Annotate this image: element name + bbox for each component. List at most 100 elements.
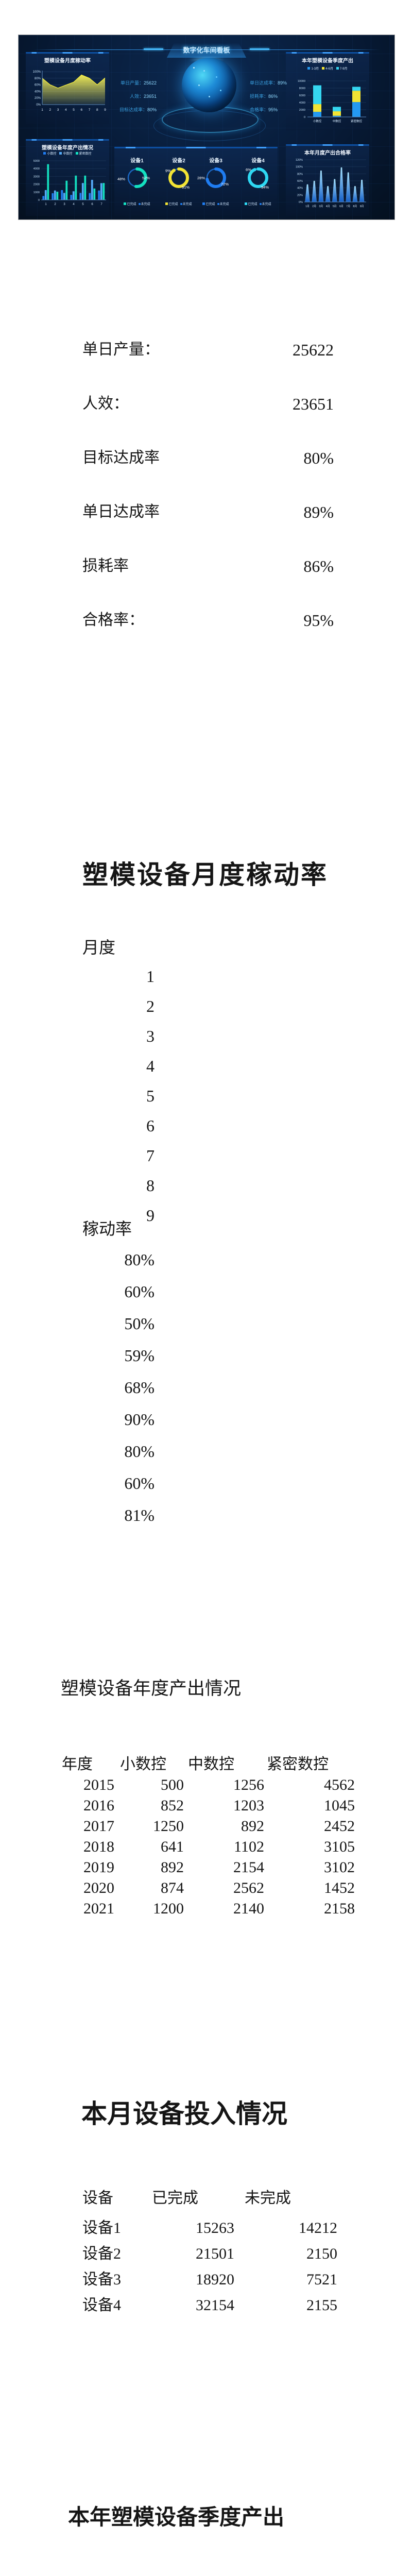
donut-pct-done: 91%	[182, 185, 190, 190]
donut-pct-done: 94%	[261, 185, 269, 190]
month-cell: 2	[146, 997, 154, 1015]
svg-text:0%: 0%	[36, 104, 41, 107]
stacked-bar-chart: 0 2000 4000 6000 8000 10000 小数控 中数控 紧密数控	[298, 80, 366, 123]
section-title-quarter-output: 本年塑模设备季度产出	[68, 2506, 285, 2530]
rate-cell: 90%	[124, 1410, 154, 1429]
svg-text:7: 7	[89, 108, 91, 112]
svg-text:6000: 6000	[299, 94, 305, 97]
svg-text:20%: 20%	[297, 194, 303, 197]
svg-text:3: 3	[63, 203, 65, 206]
section-title-monthly-rate: 塑模设备月度稼动率	[82, 860, 328, 889]
table-cell: 3105	[324, 1838, 355, 1855]
dashboard-stat-left-1: 单日产量：25622	[120, 80, 157, 86]
device-label: 设备3	[209, 158, 222, 164]
device-donut-3: 设备3 28% 72% 已完成 未完成	[197, 156, 234, 214]
svg-text:1月: 1月	[305, 205, 310, 208]
table-cell: 641	[161, 1838, 184, 1855]
rate-cell: 81%	[124, 1506, 154, 1524]
svg-text:0: 0	[38, 199, 40, 202]
stat-row-label: 损耗率	[82, 557, 129, 574]
table-cell: 2154	[233, 1859, 264, 1876]
svg-text:4: 4	[65, 108, 67, 112]
table-cell: 21501	[196, 2245, 234, 2262]
table-cell: 2452	[324, 1818, 355, 1835]
table-cell: 2562	[233, 1879, 264, 1896]
svg-text:40%: 40%	[35, 90, 41, 93]
svg-text:6: 6	[91, 203, 93, 206]
column-header-rate: 稼动率	[82, 1219, 132, 1238]
area-chart: 0% 20% 40% 60% 80% 100% 1 2 3 4 5 6 7 8 9	[33, 71, 106, 112]
svg-text:4月: 4月	[326, 205, 330, 208]
svg-text:5000: 5000	[33, 160, 40, 163]
header-accent-right	[250, 48, 269, 50]
svg-text:2月: 2月	[312, 205, 316, 208]
svg-text:2: 2	[54, 203, 56, 206]
month-cell: 1	[146, 967, 154, 986]
header-accent-left	[144, 48, 163, 50]
section-title-yearly-output: 塑模设备年度产出情况	[61, 1679, 242, 1699]
stat-row-label: 目标达成率	[82, 449, 160, 466]
month-cell: 6	[146, 1116, 154, 1135]
panel-quarterly-output: 本年塑模设备季度产出 1-3月 4-6月 7-9月 0 2000 4000 6000 800…	[286, 52, 369, 130]
table-cell: 1045	[324, 1797, 355, 1814]
pictorial-bar-chart: 0% 20% 40% 60% 80% 100% 120% 1月 2月 3月 4月 5月 6月 7月 8月 9月	[296, 159, 366, 208]
donut-pct-undone: 9%	[165, 168, 171, 173]
column-header-month: 月度	[82, 938, 116, 957]
device-donut-4: 设备4 6% 94% 已完成 未完成	[239, 156, 277, 214]
rate-cell: 68%	[124, 1378, 154, 1397]
month-cell: 7	[146, 1146, 154, 1165]
legend-item: 中数控	[59, 151, 73, 156]
panel-device-input-donuts: 设备1 48% 52% 已完成 未完成 设备2 9% 91% 已完成 未完成 设备3 28% 72% 已完…	[114, 147, 278, 216]
svg-text:紧密数控: 紧密数控	[351, 119, 363, 123]
rate-cell: 60%	[124, 1282, 154, 1301]
legend-item: 紧密数控	[75, 151, 92, 156]
svg-text:4000: 4000	[33, 167, 40, 171]
table-cell: 892	[161, 1859, 184, 1876]
stat-row-label: 人效：	[82, 395, 129, 412]
dashboard-stat-left-2: 人效：23651	[129, 94, 157, 99]
svg-text:3000: 3000	[33, 175, 40, 178]
table-cell: 设备2	[82, 2245, 121, 2262]
table-cell: 2015	[83, 1776, 114, 1793]
dashboard-screenshot: 数字化车间看板 塑模设备月度稼动率 0% 20% 40% 60% 80% 100% 1 2 3 4…	[18, 35, 395, 220]
table-cell: 2019	[83, 1859, 114, 1876]
svg-text:10000: 10000	[298, 80, 305, 83]
dashboard-stat-left-3: 目标达成率：80%	[119, 107, 157, 112]
svg-text:中数控: 中数控	[333, 119, 341, 123]
device-label: 设备4	[251, 158, 265, 164]
svg-text:80%: 80%	[35, 77, 41, 80]
svg-text:7月: 7月	[346, 205, 350, 208]
table-cell: 7521	[306, 2271, 337, 2288]
table-cell: 设备3	[82, 2271, 121, 2288]
device-donut-1: 设备1 48% 52% 已完成 未完成	[117, 156, 156, 214]
table-cell: 设备1	[82, 2219, 121, 2236]
globe-visual	[182, 58, 236, 112]
svg-text:5月: 5月	[333, 205, 337, 208]
svg-text:2000: 2000	[299, 109, 305, 112]
svg-text:40%: 40%	[297, 187, 303, 190]
table-header: 中数控	[188, 1756, 234, 1773]
svg-text:8月: 8月	[353, 205, 357, 208]
svg-text:6: 6	[80, 108, 82, 112]
svg-text:100%: 100%	[296, 166, 303, 169]
panel-title: 塑模设备年度产出情况	[42, 145, 93, 151]
svg-text:80%: 80%	[297, 173, 303, 176]
svg-text:4000: 4000	[299, 101, 305, 105]
table-cell: 852	[161, 1797, 184, 1814]
table-cell: 2017	[83, 1818, 114, 1835]
month-cell: 4	[146, 1057, 154, 1075]
chart-legend: 1-3月 4-6月 7-9月	[286, 66, 369, 71]
stat-row-value: 89%	[303, 503, 334, 521]
table-header: 设备	[82, 2190, 113, 2207]
table-header: 未完成	[245, 2190, 291, 2207]
svg-text:60%: 60%	[297, 180, 303, 183]
table-cell: 1452	[324, 1879, 355, 1896]
svg-text:0%: 0%	[299, 201, 303, 204]
month-cell: 8	[146, 1176, 154, 1195]
table-cell: 2018	[83, 1838, 114, 1855]
table-cell: 2155	[306, 2297, 337, 2314]
svg-text:小数控: 小数控	[313, 119, 322, 123]
rate-cell: 50%	[124, 1314, 154, 1333]
svg-text:2: 2	[49, 108, 51, 112]
